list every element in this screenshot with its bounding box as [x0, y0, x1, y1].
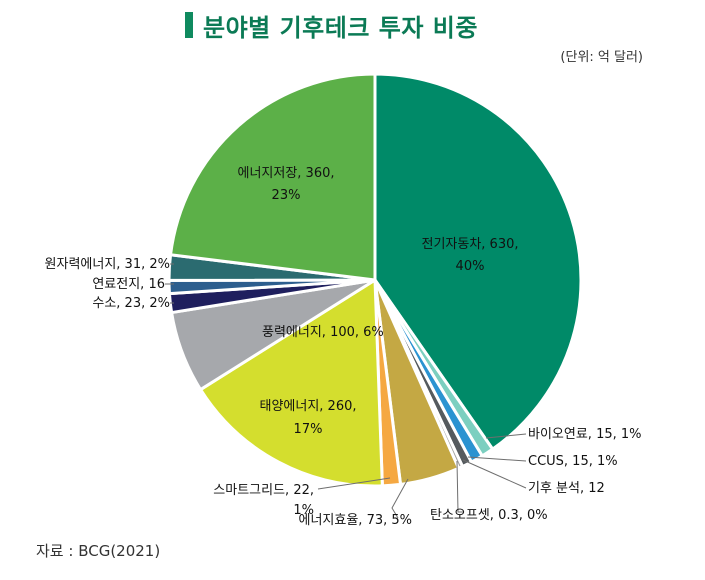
- slice-label: 23%: [272, 188, 301, 203]
- slice-label: 17%: [294, 422, 323, 437]
- slice-label: 수소, 23, 2%: [92, 296, 170, 311]
- leader-line: [456, 460, 464, 513]
- title-accent-bar: [185, 12, 193, 38]
- slice-label: 태양에너지, 260,: [259, 399, 356, 414]
- unit-label: (단위: 억 달러): [560, 50, 643, 65]
- slice-label: 1%: [293, 503, 314, 518]
- slice-label: 40%: [456, 259, 485, 274]
- leader-line: [391, 478, 409, 519]
- slice-label: 스마트그리드, 22,: [213, 483, 314, 498]
- pie-slice: [169, 72, 377, 282]
- slice-label: 풍력에너지, 100, 6%: [262, 325, 384, 340]
- slice-label: 에너지저장, 360,: [237, 166, 334, 181]
- slice-label: 에너지효율, 73, 5%: [299, 513, 413, 528]
- slice-label: 탄소오프셋, 0.3, 0%: [430, 508, 548, 523]
- leader-line: [317, 477, 391, 490]
- chart-title: 분야별 기후테크 투자 비중: [203, 14, 478, 42]
- slice-label: 원자력에너지, 31, 2%: [45, 257, 170, 272]
- leader-line: [462, 459, 527, 489]
- pie-slice: [373, 72, 583, 451]
- leader-line: [485, 433, 527, 439]
- slice-label: 연료전지, 16: [92, 277, 165, 292]
- slice-label: 전기자동차, 630,: [421, 237, 518, 252]
- slice-label: 기후 분석, 12: [528, 481, 605, 496]
- pie-slice: [199, 278, 384, 488]
- source-label: 자료 : BCG(2021): [36, 542, 161, 560]
- slice-label: CCUS, 15, 1%: [528, 454, 618, 469]
- leader-line: [467, 456, 527, 462]
- slice-label: 바이오연료, 15, 1%: [528, 427, 642, 442]
